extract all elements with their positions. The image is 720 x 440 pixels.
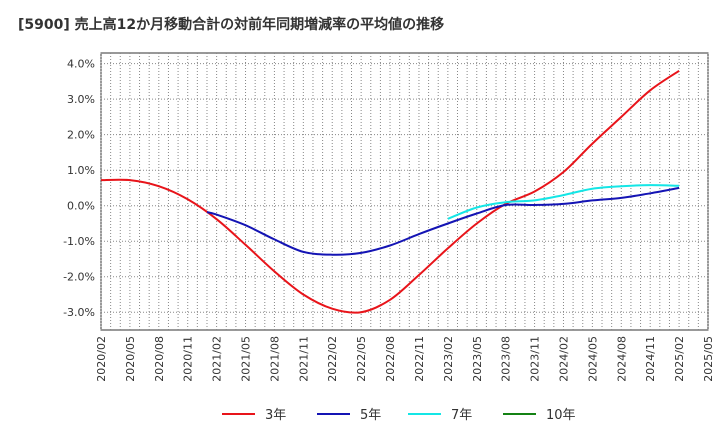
x-tick-label: 2021/02 <box>211 336 224 382</box>
y-tick-label: -3.0% <box>63 306 95 319</box>
y-tick-label: 0.0% <box>67 200 95 213</box>
x-tick-label: 2024/05 <box>586 336 599 382</box>
y-tick-label: 4.0% <box>67 58 95 71</box>
x-tick-label: 2024/08 <box>615 336 628 382</box>
x-tick-label: 2023/05 <box>471 336 484 382</box>
x-tick-label: 2025/02 <box>673 336 686 382</box>
y-tick-label: 1.0% <box>67 164 95 177</box>
y-tick-label: 3.0% <box>67 93 95 106</box>
x-tick-label: 2021/05 <box>240 336 253 382</box>
legend-label: 10年 <box>546 408 576 423</box>
y-tick-label: -1.0% <box>63 235 95 248</box>
x-tick-label: 2025/05 <box>702 336 715 382</box>
legend-label: 5年 <box>360 408 381 423</box>
x-tick-label: 2022/05 <box>355 336 368 382</box>
x-tick-label: 2021/11 <box>297 336 310 382</box>
y-tick-label: -2.0% <box>63 271 95 284</box>
x-tick-label: 2024/11 <box>644 336 657 382</box>
x-tick-label: 2024/02 <box>557 336 570 382</box>
legend-label: 3年 <box>265 408 286 423</box>
x-tick-label: 2023/11 <box>529 336 542 382</box>
x-tick-label: 2020/02 <box>95 336 108 382</box>
series-line-5年 <box>206 186 680 256</box>
x-tick-label: 2020/05 <box>124 336 137 382</box>
x-tick-label: 2023/08 <box>500 336 513 382</box>
x-tick-label: 2022/08 <box>384 336 397 382</box>
x-tick-label: 2022/11 <box>413 336 426 382</box>
series-line-3年 <box>100 69 680 314</box>
x-tick-label: 2021/08 <box>268 336 281 382</box>
chart-title: [5900] 売上高12か月移動合計の対前年同期増減率の平均値の推移 <box>18 17 445 33</box>
series-line-7年 <box>447 184 680 220</box>
x-tick-label: 2020/08 <box>153 336 166 382</box>
x-axis-ticks: 2020/02 2020/05 2020/08 2020/11 2021/02 2021/… <box>95 336 715 382</box>
x-tick-label: 2023/02 <box>442 336 455 382</box>
x-tick-label: 2022/02 <box>326 336 339 382</box>
legend: 3年 5年 7年 10年 <box>222 408 576 423</box>
y-tick-label: 2.0% <box>67 129 95 142</box>
series-lines <box>100 69 680 314</box>
y-axis-ticks: 4.0% 3.0% 2.0% 1.0% 0.0% -1.0% -2.0% -3.0% <box>63 58 95 320</box>
legend-label: 7年 <box>451 408 472 423</box>
x-tick-label: 2020/11 <box>182 336 195 382</box>
gridlines <box>100 53 709 330</box>
